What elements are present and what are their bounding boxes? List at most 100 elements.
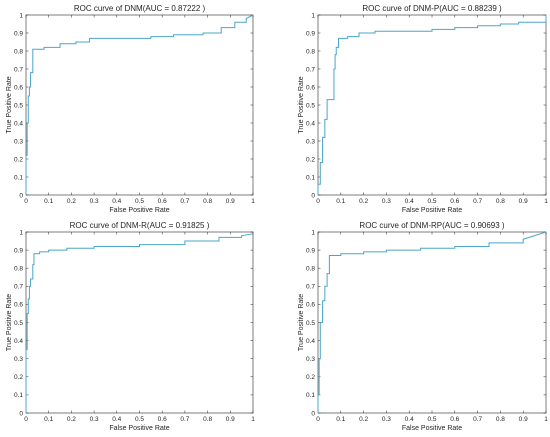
y-tick-label: 1: [311, 12, 315, 19]
x-tick-label: 0.4: [405, 416, 414, 423]
x-tick-label: 1: [251, 416, 255, 423]
y-tick-label: 0.1: [14, 392, 23, 399]
y-tick-label: 0.9: [14, 30, 23, 37]
x-tick-label: 0.8: [203, 416, 212, 423]
y-tick-label: 0.7: [306, 284, 315, 291]
y-tick-label: 1: [19, 12, 23, 19]
y-tick-label: 0.8: [14, 48, 23, 55]
y-tick-label: 1: [19, 229, 23, 236]
y-axis-label: True Positive Rate: [298, 76, 305, 133]
y-tick-label: 0.4: [306, 338, 315, 345]
x-tick-label: 0.6: [450, 198, 459, 205]
y-tick-label: 0.1: [306, 174, 315, 181]
y-axis-label: True Positive Rate: [6, 294, 13, 351]
x-tick-label: 0.5: [135, 416, 144, 423]
x-tick-label: 0.2: [359, 198, 368, 205]
x-tick-label: 0.5: [427, 416, 436, 423]
y-tick-label: 0.2: [14, 156, 23, 163]
y-tick-label: 0.1: [306, 392, 315, 399]
x-tick-label: 0.1: [336, 416, 345, 423]
x-axis-label: False Positive Rate: [402, 425, 462, 432]
x-tick-label: 0.2: [67, 198, 76, 205]
chart-title: ROC curve of DNM-RP(AUC = 0.90693 ): [359, 221, 504, 230]
x-tick-label: 0.9: [519, 416, 528, 423]
chart-title: ROC curve of DNM-P(AUC = 0.88239 ): [362, 4, 502, 13]
y-tick-label: 1: [311, 229, 315, 236]
y-axis-label: True Positive Rate: [298, 294, 305, 351]
plot-area-dnm-p: [317, 14, 547, 196]
x-tick-label: 0.8: [496, 416, 505, 423]
chart-title: ROC curve of DNM-R(AUC = 0.91825 ): [70, 221, 210, 230]
y-tick-label: 0.6: [14, 302, 23, 309]
roc-curve-dnm: [25, 14, 254, 195]
x-axis-label: False Positive Rate: [109, 425, 169, 432]
y-tick-label: 0.8: [306, 48, 315, 55]
x-tick-label: 0.1: [44, 416, 53, 423]
x-tick-label: 0.2: [67, 416, 76, 423]
y-tick-label: 0.7: [14, 284, 23, 291]
x-tick-label: 0.3: [382, 416, 391, 423]
y-tick-label: 0.7: [14, 66, 23, 73]
x-tick-label: 0.9: [519, 198, 528, 205]
x-tick-label: 1: [544, 416, 548, 423]
y-axis-label: True Positive Rate: [6, 76, 13, 133]
y-tick-label: 0.2: [14, 374, 23, 381]
plot-area-dnm: [25, 14, 254, 196]
y-tick-label: 0.6: [14, 84, 23, 91]
y-tick-label: 0.5: [306, 102, 315, 109]
x-axis-label: False Positive Rate: [109, 207, 169, 214]
y-tick-label: 0.6: [306, 84, 315, 91]
roc-curve-dnm-rp: [317, 231, 547, 413]
x-tick-label: 0.1: [336, 198, 345, 205]
x-tick-label: 0.9: [226, 416, 235, 423]
x-tick-label: 0.5: [427, 198, 436, 205]
y-tick-label: 0.1: [14, 174, 23, 181]
y-tick-label: 0.5: [14, 320, 23, 327]
x-axis-label: False Positive Rate: [402, 207, 462, 214]
x-tick-label: 0.1: [44, 198, 53, 205]
y-tick-label: 0.3: [306, 356, 315, 363]
x-tick-label: 0.3: [382, 198, 391, 205]
x-tick-label: 0.7: [473, 198, 482, 205]
roc-curve-dnm-p: [317, 15, 547, 195]
y-tick-label: 0.8: [14, 266, 23, 273]
x-tick-label: 0.3: [90, 198, 99, 205]
roc-panel-dnm: 0 0.1 0.2 0.3 0.4 0.5 0.6 0.7 0.8 0.9 1 0 0.1 0.2 0.3 0…: [6, 4, 255, 214]
x-tick-label: 0.2: [359, 416, 368, 423]
y-tick-label: 0.4: [14, 338, 23, 345]
roc-panel-dnm-r: 0 0.1 0.2 0.3 0.4 0.5 0.6 0.7 0.8 0.9 1 0 0.1 0.2 0.3 0…: [6, 221, 255, 432]
y-tick-label: 0.9: [306, 30, 315, 37]
x-tick-label: 0.7: [180, 416, 189, 423]
chart-title: ROC curve of DNM(AUC = 0.87222 ): [74, 4, 206, 13]
plot-area-dnm-r: [25, 231, 254, 414]
x-tick-label: 0.4: [112, 416, 121, 423]
roc-curve-dnm-r: [25, 233, 254, 413]
roc-panel-dnm-rp: 0 0.1 0.2 0.3 0.4 0.5 0.6 0.7 0.8 0.9 1 0 0.1 0.2 0.3 0…: [298, 221, 548, 432]
x-tick-label: 0.6: [158, 416, 167, 423]
x-tick-label: 0.5: [135, 198, 144, 205]
x-tick-label: 0.7: [180, 198, 189, 205]
x-tick-label: 0: [316, 198, 320, 205]
x-tick-label: 0.3: [90, 416, 99, 423]
x-tick-label: 0.9: [226, 198, 235, 205]
x-tick-label: 0.8: [496, 198, 505, 205]
y-tick-label: 0.7: [306, 66, 315, 73]
y-tick-label: 0.5: [306, 320, 315, 327]
y-tick-label: 0.6: [306, 302, 315, 309]
y-tick-label: 0.4: [306, 120, 315, 127]
x-tick-label: 0.4: [112, 198, 121, 205]
x-tick-label: 0: [24, 416, 28, 423]
plot-area-dnm-rp: [317, 231, 547, 414]
y-tick-label: 0: [19, 192, 23, 199]
y-tick-label: 0.8: [306, 266, 315, 273]
x-tick-label: 0: [24, 198, 28, 205]
x-tick-label: 0.6: [158, 198, 167, 205]
y-tick-label: 0.3: [306, 138, 315, 145]
y-tick-label: 0.5: [14, 102, 23, 109]
x-tick-label: 1: [544, 198, 548, 205]
y-tick-label: 0.9: [14, 247, 23, 254]
x-tick-label: 0: [316, 416, 320, 423]
y-tick-label: 0.3: [14, 138, 23, 145]
x-tick-label: 0.4: [405, 198, 414, 205]
